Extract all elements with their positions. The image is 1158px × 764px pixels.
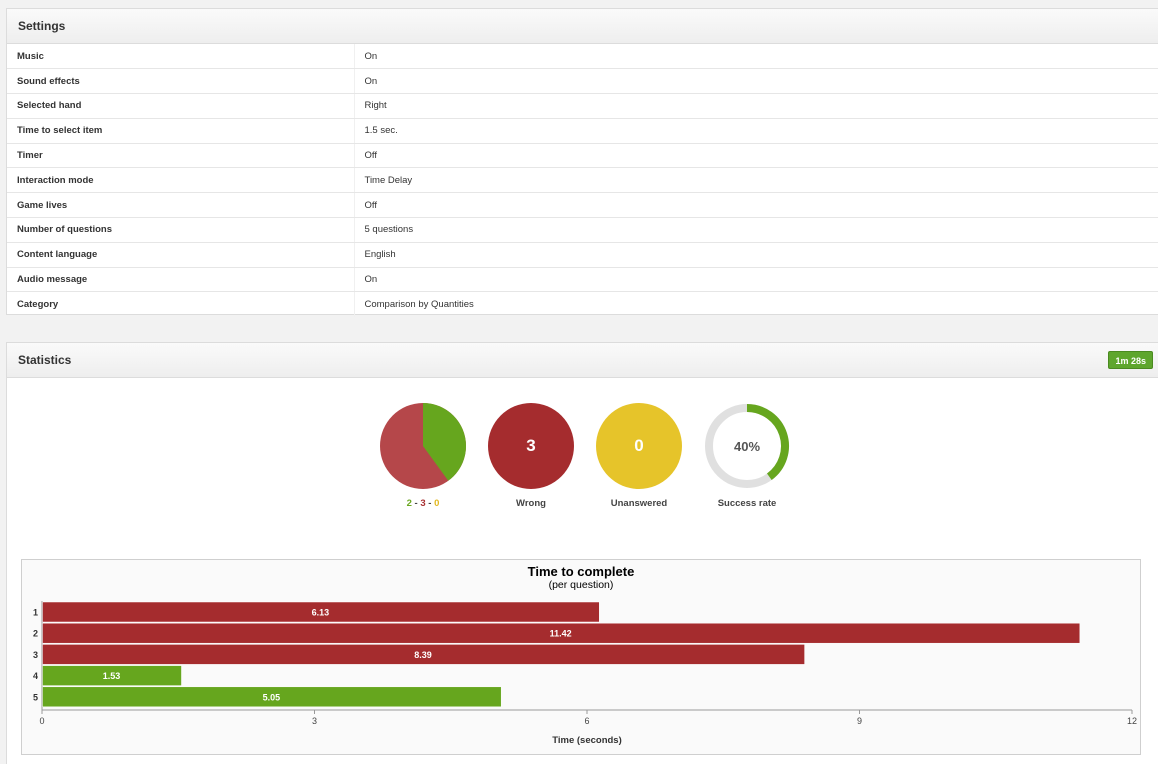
settings-row: Timer Off bbox=[7, 143, 1158, 169]
statistics-title: Statistics bbox=[18, 353, 72, 367]
summary-stat: 2 - 3 - 0 bbox=[368, 403, 478, 509]
settings-row: Interaction mode Time Delay bbox=[7, 167, 1158, 194]
wrong-stat: 3 Wrong bbox=[476, 403, 586, 509]
x-tick-label: 0 bbox=[39, 716, 44, 726]
chart-subtitle: (per question) bbox=[548, 579, 614, 591]
wrong-label: Wrong bbox=[516, 498, 546, 509]
x-tick-label: 12 bbox=[1127, 716, 1137, 726]
summary-label: 2 - 3 - 0 bbox=[368, 498, 478, 509]
setting-label: Number of questions bbox=[7, 217, 354, 243]
success-rate-stat: 40% Success rate bbox=[692, 403, 802, 509]
settings-panel: Settings Music On Sound effects On Selected … bbox=[6, 8, 1158, 317]
x-tick-label: 9 bbox=[857, 716, 862, 726]
summary-pie bbox=[380, 403, 466, 489]
settings-row: Number of questions 5 questions bbox=[7, 217, 1158, 243]
x-tick-label: 6 bbox=[584, 716, 589, 726]
x-axis-title: Time (seconds) bbox=[552, 735, 622, 746]
y-tick-label: 3 bbox=[33, 650, 38, 660]
setting-label: Audio message bbox=[7, 267, 354, 293]
setting-value: 5 questions bbox=[353, 217, 1158, 243]
x-tick-label: 3 bbox=[312, 716, 317, 726]
success-ring-svg bbox=[705, 404, 789, 488]
unanswered-circle: 0 bbox=[596, 403, 682, 489]
success-rate-label: Success rate bbox=[717, 498, 777, 509]
bar-question-3 bbox=[42, 644, 805, 665]
unanswered-stat: 0 Unanswered bbox=[584, 403, 694, 509]
settings-row: Game lives Off bbox=[7, 192, 1158, 219]
bar-value-label: 11.42 bbox=[550, 629, 572, 639]
settings-row: Content language English bbox=[7, 242, 1158, 268]
statistics-heading: Statistics 1m 28s bbox=[7, 343, 1158, 378]
y-tick-label: 1 bbox=[33, 608, 38, 618]
y-tick-label: 4 bbox=[33, 671, 38, 681]
setting-label: Timer bbox=[7, 143, 354, 169]
setting-value: On bbox=[353, 68, 1158, 95]
setting-label: Time to select item bbox=[7, 118, 354, 144]
setting-value: Comparison by Quantities bbox=[353, 291, 1158, 317]
summary-wrong-count: 3 bbox=[420, 498, 426, 509]
setting-label: Selected hand bbox=[7, 93, 354, 119]
wrong-value: 3 bbox=[526, 436, 536, 455]
setting-value: Time Delay bbox=[353, 167, 1158, 194]
settings-row: Time to select item 1.5 sec. bbox=[7, 118, 1158, 144]
settings-row: Music On bbox=[7, 44, 1158, 70]
setting-value: Right bbox=[353, 93, 1158, 119]
settings-row: Sound effects On bbox=[7, 68, 1158, 95]
setting-value: English bbox=[353, 242, 1158, 268]
unanswered-label: Unanswered bbox=[610, 498, 668, 509]
time-badge: 1m 28s bbox=[1108, 351, 1153, 369]
settings-table: Music On Sound effects On Selected hand Right… bbox=[7, 44, 1158, 317]
chart-title: Time to complete bbox=[527, 564, 635, 579]
bar-question-4 bbox=[42, 665, 182, 686]
settings-row: Selected hand Right bbox=[7, 93, 1158, 119]
setting-label: Interaction mode bbox=[7, 167, 354, 194]
setting-value: Off bbox=[353, 192, 1158, 219]
time-chart: Time to complete (per question) 6.13 1 11.… bbox=[21, 559, 1141, 755]
wrong-circle: 3 bbox=[488, 403, 574, 489]
setting-label: Category bbox=[17, 299, 59, 311]
settings-heading: Settings bbox=[7, 9, 1158, 44]
bar-question-1 bbox=[42, 601, 600, 623]
bar-value-label: 1.53 bbox=[103, 671, 121, 681]
chart-svg: 6.13 1 11.42 2 8.39 3 1.53 4 5.05 5 0 3 6 9 12 Time (se… bbox=[33, 601, 1137, 746]
bar-value-label: 6.13 bbox=[312, 608, 330, 618]
summary-separator: - bbox=[414, 498, 418, 509]
summary-unanswered-count: 0 bbox=[434, 498, 440, 509]
summary-separator: - bbox=[428, 498, 432, 509]
setting-label: Music bbox=[7, 44, 354, 70]
success-rate-ring: 40% bbox=[704, 403, 790, 489]
pie-slice-correct bbox=[423, 403, 466, 481]
y-tick-label: 5 bbox=[33, 692, 38, 702]
settings-row: Audio message On bbox=[7, 267, 1158, 293]
statistics-panel: Statistics 1m 28s 2 - 3 - 0 3 Wrong 0 Un… bbox=[6, 342, 1158, 764]
ring-fill bbox=[746, 404, 789, 480]
unanswered-value: 0 bbox=[634, 436, 644, 455]
bar-question-2 bbox=[42, 622, 1081, 644]
y-tick-label: 2 bbox=[33, 629, 38, 639]
bar-question-5 bbox=[42, 686, 502, 708]
setting-label: Content language bbox=[7, 242, 354, 268]
bar-value-label: 5.05 bbox=[263, 692, 281, 702]
summary-correct-count: 2 bbox=[406, 498, 412, 509]
setting-value: Off bbox=[353, 143, 1158, 169]
setting-label: Sound effects bbox=[7, 68, 354, 95]
bar-value-label: 8.39 bbox=[414, 650, 432, 660]
settings-row: Category Comparison by Quantities bbox=[7, 291, 1158, 317]
success-rate-value: 40% bbox=[733, 438, 761, 454]
setting-value: On bbox=[353, 44, 1158, 70]
setting-label: Game lives bbox=[7, 192, 354, 219]
setting-value: On bbox=[353, 267, 1158, 293]
setting-value: 1.5 sec. bbox=[353, 118, 1158, 144]
